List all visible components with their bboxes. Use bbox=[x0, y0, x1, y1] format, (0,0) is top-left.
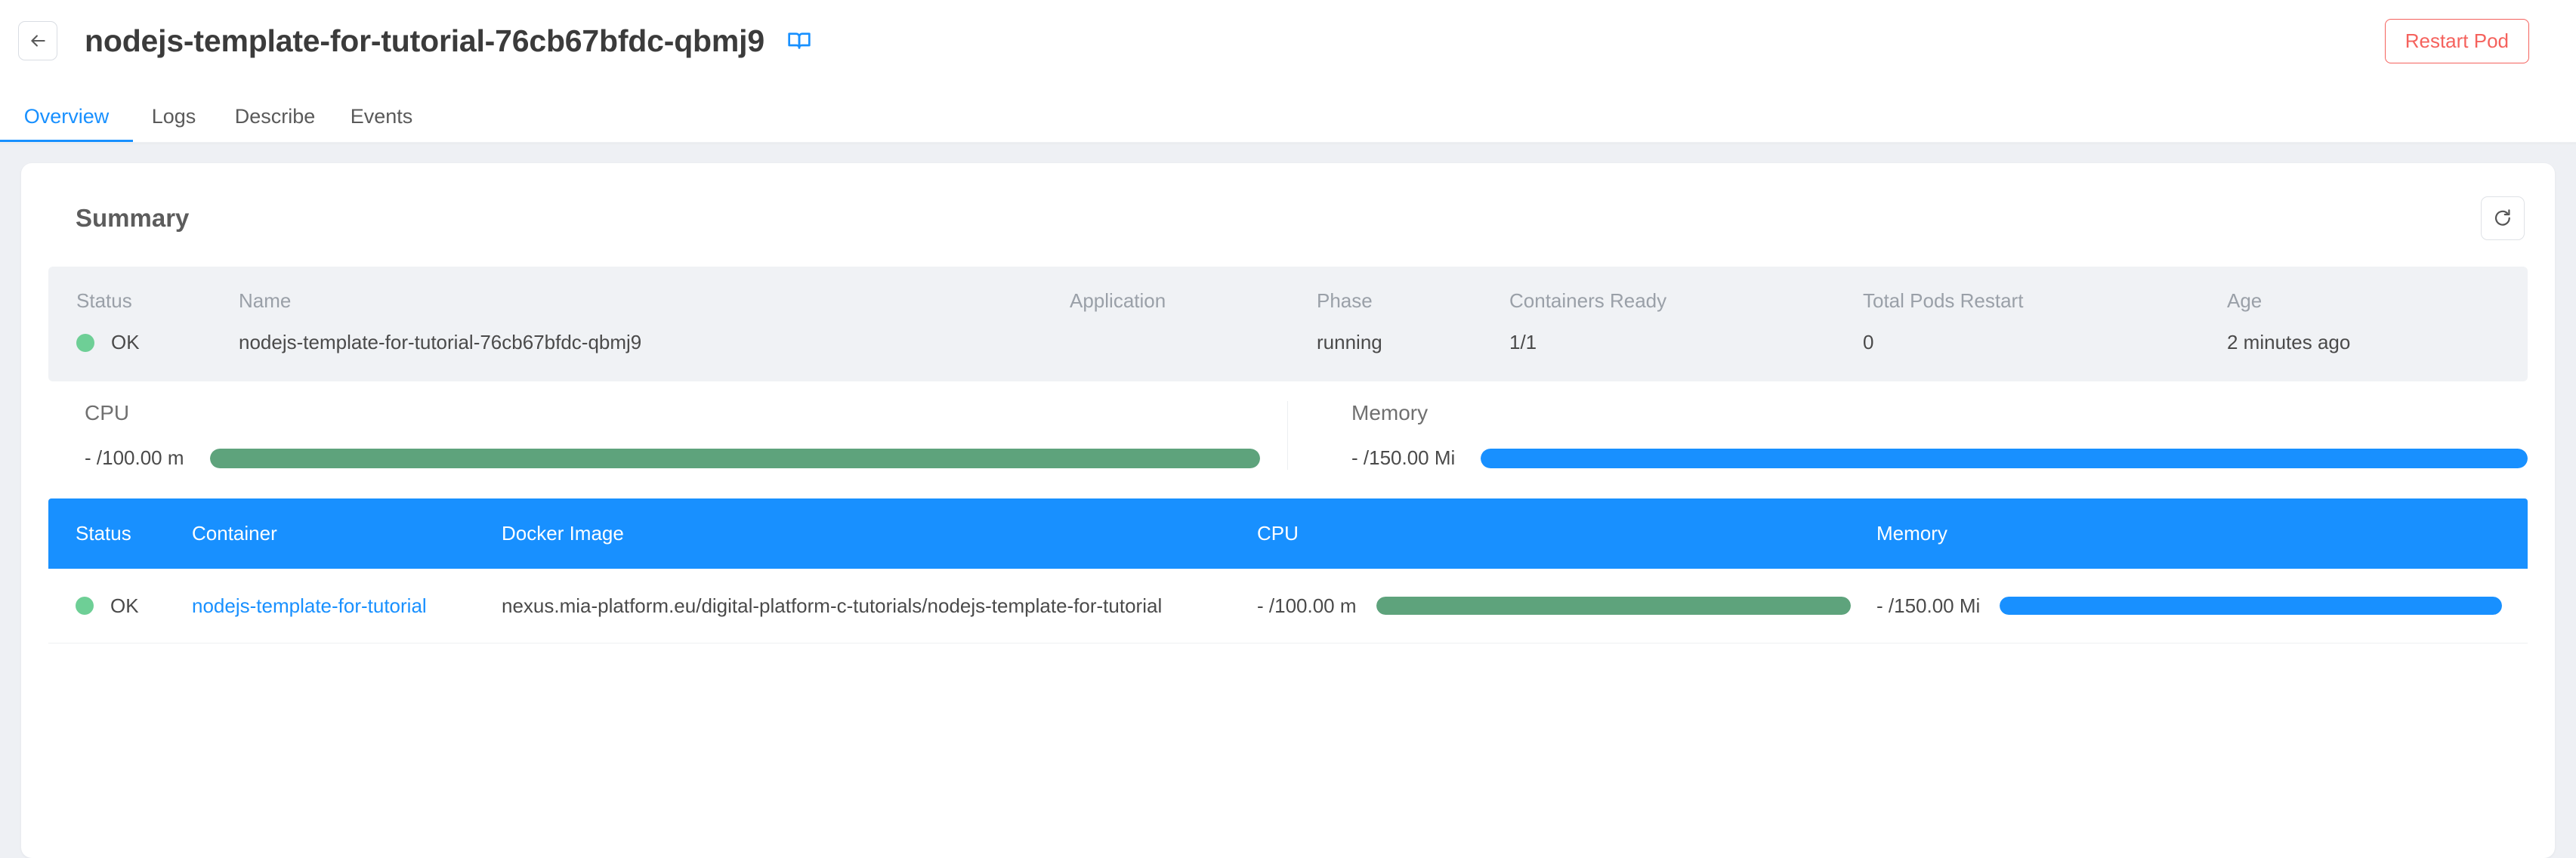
container-memory-cell: - /150.00 Mi bbox=[1876, 572, 2528, 640]
summary-col-phase: Phase bbox=[1317, 289, 1373, 312]
container-link[interactable]: nodejs-template-for-tutorial bbox=[192, 594, 427, 617]
summary-phase-value: running bbox=[1317, 331, 1382, 353]
summary-memory-value: - /150.00 Mi bbox=[1351, 446, 1456, 469]
tab-describe[interactable]: Describe bbox=[234, 105, 316, 128]
summary-cpu-bar-fill bbox=[209, 448, 1260, 468]
summary-card: Summary Status Name Application Phase Co… bbox=[21, 163, 2555, 858]
status-dot-icon bbox=[76, 333, 94, 352]
container-memory-value: - /150.00 Mi bbox=[1876, 594, 1981, 617]
page-title: nodejs-template-for-tutorial-76cb67bfdc-… bbox=[85, 23, 764, 58]
restart-pod-button[interactable]: Restart Pod bbox=[2384, 18, 2529, 63]
container-memory-bar-track bbox=[2000, 597, 2502, 616]
refresh-icon bbox=[2492, 206, 2513, 231]
summary-memory-row: - /150.00 Mi bbox=[1324, 446, 2528, 470]
tab-overview[interactable]: Overview bbox=[0, 105, 133, 144]
summary-containers-ready-value: 1/1 bbox=[1509, 331, 1537, 353]
summary-table-row: OK nodejs-template-for-tutorial-76cb67bf… bbox=[48, 320, 2528, 381]
containers-col-container: Container bbox=[192, 522, 277, 545]
summary-col-name: Name bbox=[239, 289, 292, 312]
tab-bar-divider bbox=[0, 142, 2576, 144]
containers-col-cpu: CPU bbox=[1257, 522, 1299, 545]
summary-cpu-label: CPU bbox=[85, 401, 130, 424]
containers-col-memory: Memory bbox=[1876, 522, 1947, 545]
tab-events[interactable]: Events bbox=[350, 105, 413, 128]
summary-name-value: nodejs-template-for-tutorial-76cb67bfdc-… bbox=[239, 331, 642, 353]
summary-resources: CPU - /100.00 m Memory - /150.00 Mi bbox=[48, 381, 2528, 492]
summary-col-age: Age bbox=[2227, 289, 2262, 312]
container-cpu-value: - /100.00 m bbox=[1257, 594, 1357, 617]
container-docker-image: nexus.mia-platform.eu/digital-platform-c… bbox=[502, 594, 1163, 617]
summary-title: Summary bbox=[76, 204, 190, 232]
summary-memory-bar-fill bbox=[1481, 448, 2528, 468]
summary-status-label: OK bbox=[111, 331, 140, 353]
summary-application-value bbox=[1070, 332, 1317, 370]
summary-memory-block: Memory - /150.00 Mi bbox=[1288, 401, 2528, 470]
container-status-cell: OK bbox=[48, 572, 192, 640]
container-status-label: OK bbox=[110, 594, 139, 617]
open-book-icon[interactable] bbox=[787, 29, 811, 53]
container-cpu-bar-track bbox=[1376, 597, 1851, 616]
containers-col-docker-image: Docker Image bbox=[502, 522, 624, 545]
container-name-cell: nodejs-template-for-tutorial bbox=[192, 572, 502, 640]
summary-col-containers-ready: Containers Ready bbox=[1509, 289, 1667, 312]
top-bar: nodejs-template-for-tutorial-76cb67bfdc-… bbox=[0, 0, 2576, 82]
status-dot-icon bbox=[76, 597, 94, 616]
summary-cpu-bar-track bbox=[209, 448, 1260, 468]
containers-col-status: Status bbox=[76, 522, 131, 545]
arrow-left-icon bbox=[28, 31, 48, 51]
summary-col-total-pods-restart: Total Pods Restart bbox=[1863, 289, 2024, 312]
summary-age-value: 2 minutes ago bbox=[2227, 331, 2351, 353]
summary-total-pods-restart-value: 0 bbox=[1863, 331, 1874, 353]
containers-table: Status Container Docker Image CPU Memory… bbox=[48, 498, 2528, 644]
container-cpu-bar-fill bbox=[1376, 597, 1851, 616]
table-row: OK nodejs-template-for-tutorial nexus.mi… bbox=[48, 569, 2528, 644]
summary-memory-label: Memory bbox=[1351, 401, 1429, 424]
summary-status-cell: OK bbox=[48, 320, 239, 381]
summary-table-header-row: Status Name Application Phase Containers… bbox=[48, 267, 2528, 320]
refresh-button[interactable] bbox=[2481, 196, 2525, 240]
summary-cpu-block: CPU - /100.00 m bbox=[48, 401, 1288, 470]
tab-bar: Overview Logs Describe Events bbox=[0, 82, 2576, 144]
summary-memory-bar-track bbox=[1481, 448, 2528, 468]
content-area: Summary Status Name Application Phase Co… bbox=[0, 144, 2576, 858]
summary-cpu-row: - /100.00 m bbox=[57, 446, 1260, 470]
back-button[interactable] bbox=[18, 21, 57, 60]
summary-cpu-value: - /100.00 m bbox=[85, 446, 184, 469]
container-memory-bar-fill bbox=[2000, 597, 2502, 616]
summary-card-header: Summary bbox=[48, 190, 2528, 240]
tab-logs[interactable]: Logs bbox=[151, 105, 196, 128]
summary-col-status: Status bbox=[76, 289, 132, 312]
summary-table: Status Name Application Phase Containers… bbox=[48, 267, 2528, 381]
containers-table-header-row: Status Container Docker Image CPU Memory bbox=[48, 498, 2528, 569]
container-cpu-cell: - /100.00 m bbox=[1257, 572, 1876, 640]
summary-col-application: Application bbox=[1070, 289, 1166, 312]
